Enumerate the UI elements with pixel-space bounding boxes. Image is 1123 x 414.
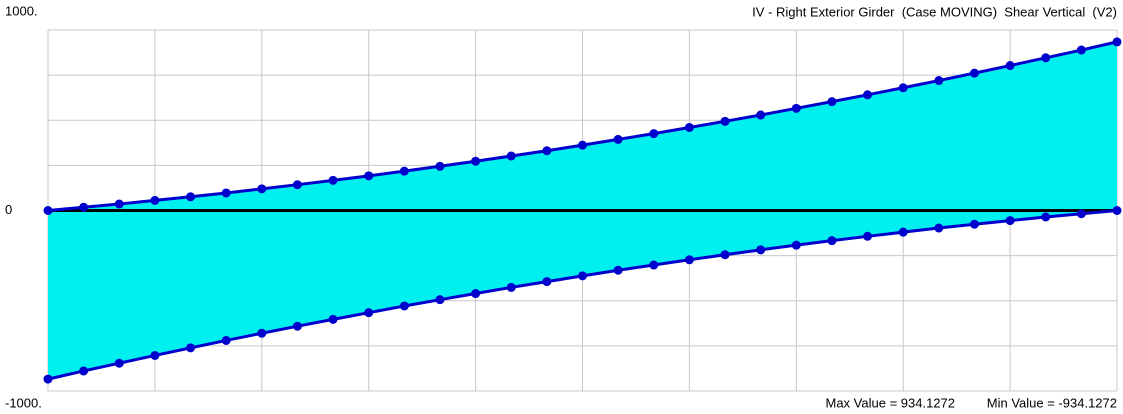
point (934, 223, 944, 233)
point (649, 260, 659, 270)
point (1112, 37, 1122, 47)
point (79, 202, 89, 212)
point (435, 161, 445, 171)
chart-title: IV - Right Exterior Girder (Case MOVING)… (752, 4, 1117, 19)
point (1041, 212, 1051, 222)
point (1112, 206, 1122, 215)
point (898, 83, 908, 93)
point (863, 90, 873, 100)
point (649, 129, 659, 139)
point (613, 134, 623, 144)
point (399, 166, 409, 176)
point (328, 175, 338, 185)
point (1076, 209, 1086, 219)
y-tick-label: -1000. (5, 395, 42, 410)
point (506, 151, 516, 161)
point (150, 350, 160, 360)
point (542, 146, 552, 156)
point (364, 308, 374, 318)
point (756, 245, 766, 255)
point (292, 180, 302, 190)
point (756, 110, 766, 120)
point (720, 250, 730, 260)
point (934, 76, 944, 86)
point (827, 236, 837, 246)
point (613, 265, 623, 275)
point (186, 343, 196, 353)
point (578, 271, 587, 281)
point (364, 171, 374, 181)
point (542, 277, 552, 287)
point (43, 206, 53, 215)
point (1076, 45, 1086, 55)
point (114, 199, 124, 209)
point (186, 192, 196, 202)
min-annotation: Min Value = -934.1272 (987, 395, 1117, 410)
y-tick-label: 0 (5, 202, 12, 217)
point (292, 321, 302, 331)
point (578, 140, 587, 150)
point (1005, 61, 1015, 71)
point (1041, 53, 1051, 63)
y-tick-label: 1000. (5, 3, 38, 18)
point (827, 97, 837, 107)
point (684, 255, 694, 265)
point (969, 219, 979, 229)
point (791, 240, 801, 250)
point (969, 68, 979, 78)
point (257, 184, 267, 194)
point (720, 116, 730, 126)
point (221, 335, 231, 345)
point (435, 295, 445, 305)
point (221, 188, 231, 198)
point (791, 103, 801, 113)
point (471, 289, 481, 299)
point (43, 374, 53, 384)
point (506, 282, 516, 292)
point (328, 314, 338, 324)
point (114, 358, 124, 368)
point (863, 231, 873, 241)
point (399, 301, 409, 311)
point (1005, 216, 1015, 226)
max-annotation: Max Value = 934.1272 (826, 395, 956, 410)
point (150, 195, 160, 205)
point (471, 156, 481, 166)
point (684, 122, 694, 132)
point (79, 366, 89, 376)
point (257, 328, 267, 338)
point (898, 227, 908, 237)
